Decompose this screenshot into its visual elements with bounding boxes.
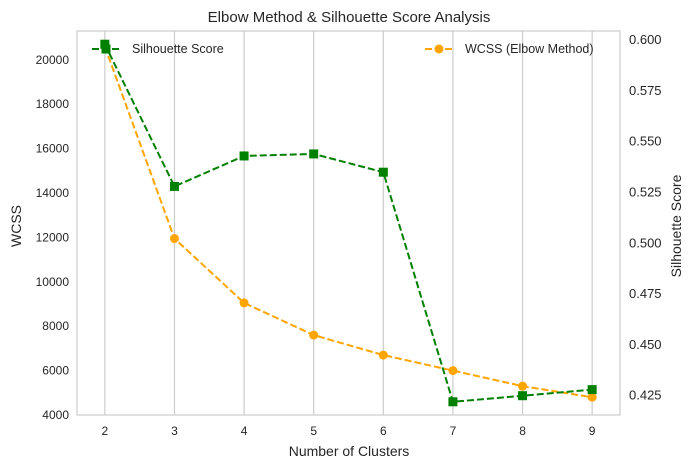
left-axis-label: WCSS — [8, 205, 24, 247]
right-y-tick-label: 0.600 — [629, 32, 662, 47]
legend-silhouette-label: Silhouette Score — [132, 42, 224, 56]
silhouette-point — [100, 39, 110, 49]
x-tick-label: 2 — [102, 424, 109, 438]
silhouette-point — [587, 385, 597, 395]
silhouette-point — [309, 149, 319, 159]
legend-wcss-marker — [434, 44, 444, 54]
left-y-tick-label: 18000 — [36, 97, 70, 111]
x-axis-label: Number of Clusters — [289, 443, 410, 459]
silhouette-point — [169, 181, 179, 191]
left-y-tick-label: 12000 — [36, 230, 70, 244]
right-y-tick-label: 0.500 — [629, 235, 662, 250]
x-tick-label: 6 — [380, 424, 387, 438]
x-tick-label: 9 — [589, 424, 596, 438]
wcss-point — [587, 392, 597, 402]
silhouette-point — [378, 167, 388, 177]
plot-frame — [76, 30, 621, 416]
right-y-tick-label: 0.425 — [629, 388, 662, 403]
legend-silhouette-marker — [101, 44, 111, 54]
grid-lines — [104, 31, 593, 415]
wcss-point — [309, 330, 319, 340]
left-y-tick-label: 8000 — [42, 319, 69, 333]
silhouette-point — [518, 391, 528, 401]
x-tick-label: 3 — [171, 424, 178, 438]
x-tick-label: 8 — [519, 424, 526, 438]
wcss-line — [103, 46, 593, 399]
left-y-tick-label: 14000 — [36, 186, 70, 200]
left-y-tick-label: 16000 — [36, 142, 70, 156]
silhouette-point — [448, 397, 458, 407]
right-y-tick-label: 0.550 — [629, 134, 662, 149]
chart-title: Elbow Method & Silhouette Score Analysis — [208, 9, 491, 26]
legend-layer: Silhouette Score WCSS (Elbow Method) — [92, 42, 594, 56]
silhouette-point — [239, 151, 249, 161]
x-tick-label: 7 — [450, 424, 457, 438]
right-y-tick-label: 0.450 — [629, 337, 662, 352]
axis-layer: 2 3 4 5 6 7 8 9 4000 6000 8000 10000 12000 14000 16000… — [36, 32, 662, 438]
silhouette-line — [103, 43, 593, 403]
wcss-point — [378, 350, 388, 360]
legend-wcss-label: WCSS (Elbow Method) — [465, 42, 594, 56]
right-y-tick-label: 0.525 — [629, 185, 662, 200]
left-y-tick-label: 10000 — [36, 275, 70, 289]
right-y-tick-label: 0.575 — [629, 83, 662, 98]
series-layer — [100, 39, 597, 407]
wcss-point — [239, 298, 249, 308]
left-y-tick-label: 6000 — [42, 364, 69, 378]
right-y-tick-label: 0.475 — [629, 286, 662, 301]
wcss-point — [448, 366, 458, 376]
left-y-tick-label: 20000 — [36, 53, 70, 67]
wcss-point — [518, 381, 528, 391]
wcss-point — [169, 234, 179, 244]
right-axis-label: Silhouette Score — [668, 174, 684, 277]
x-tick-label: 5 — [310, 424, 317, 438]
x-tick-label: 4 — [241, 424, 248, 438]
left-y-tick-label: 4000 — [42, 408, 69, 422]
